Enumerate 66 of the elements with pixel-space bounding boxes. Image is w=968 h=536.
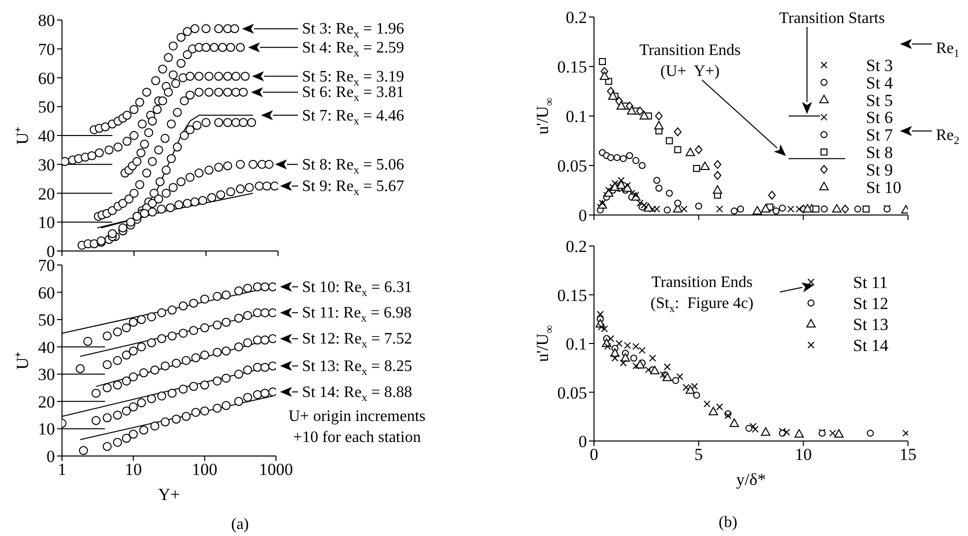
annotation: Transition Ends (U+ Y+) — [639, 42, 741, 80]
y-tick-label: 30 — [38, 155, 55, 174]
y-tick-label: 60 — [38, 283, 55, 302]
y-tick-label: 70 — [38, 256, 55, 276]
text: St 12: Re$_{x}$ = 7.52 — [302, 330, 412, 351]
legend-label: St 10 — [866, 177, 902, 196]
legend-label: St 9 — [866, 160, 893, 179]
y-tick-label: 0.1 — [566, 107, 587, 126]
y-axis-title: U⁺ — [12, 351, 32, 370]
y-tick-label: 10 — [38, 420, 55, 439]
y-tick-label: 20 — [38, 392, 55, 412]
legend-label: St 6 — [866, 108, 893, 127]
x-tick-label: 10 — [124, 460, 142, 480]
x-tick-label: 1 — [58, 460, 66, 480]
text: St 4: Re$_{x}$ = 2.59 — [302, 38, 404, 60]
legend-label: St 3 — [866, 56, 893, 74]
text: St 7: Re$_{x}$ = 4.46 — [302, 106, 404, 128]
y-tick-label: 50 — [38, 98, 55, 117]
y-tick-label: 20 — [38, 184, 55, 204]
text: St 14: Re$_{x}$ = 8.88 — [302, 383, 412, 404]
x-axis-title: y/δ* — [736, 470, 766, 488]
legend-label: St 14 — [853, 336, 889, 354]
text: Re$_{2}$ — [936, 126, 960, 147]
legend-label: St 8 — [866, 142, 893, 162]
annotation: Transition Ends (St$_{x}$: Figure 4c) — [650, 274, 754, 315]
y-tick-label: 0.05 — [557, 156, 587, 176]
legend-label: St 4 — [866, 72, 894, 92]
legend-label: St 11 — [853, 272, 888, 292]
y-tick-label: 0.15 — [557, 286, 587, 305]
text: (a) — [231, 516, 249, 532]
y-tick-label: 50 — [38, 310, 55, 330]
y-tick-label: 0.2 — [566, 237, 587, 256]
text: U+ origin increments +10 for each station — [288, 408, 426, 446]
y-tick-label: 0 — [578, 432, 587, 452]
y-tick-label: 0 — [578, 206, 587, 226]
x-axis-title: Y+ — [158, 484, 180, 504]
legend-label: St 7 — [866, 125, 894, 144]
legend-label: St 13 — [853, 314, 888, 334]
y-axis-title: U⁺ — [12, 126, 32, 145]
x-tick-label: 10 — [794, 445, 812, 464]
text: St 8: Re$_{x}$ = 5.06 — [302, 156, 404, 176]
y-tick-label: 0.15 — [557, 58, 587, 77]
text: St 3: Re$_{x}$ = 1.96 — [302, 20, 404, 41]
y-tick-label: 60 — [38, 68, 55, 88]
x-tick-label: 5 — [694, 445, 703, 464]
text: St 11: Re$_{x}$ = 6.98 — [302, 304, 412, 325]
text: (b) — [718, 514, 738, 530]
legend-label: St 12 — [853, 294, 888, 312]
x-tick-label: 100 — [192, 460, 218, 480]
x-tick-label: 1000 — [259, 460, 293, 480]
y-tick-label: 0.1 — [566, 334, 587, 354]
annotation: Transition Starts — [779, 10, 885, 26]
y-tick-label: 10 — [38, 213, 55, 232]
text: St 10: Re$_{x}$ = 6.31 — [302, 278, 412, 299]
text: St 13: Re$_{x}$ = 8.25 — [302, 357, 412, 378]
text: Re$_{1}$ — [936, 40, 960, 60]
y-tick-label: 0.05 — [557, 383, 587, 402]
y-tick-label: 30 — [38, 365, 55, 384]
y-tick-label: 40 — [38, 338, 55, 357]
y-tick-label: 0.2 — [566, 8, 587, 28]
y-tick-label: 40 — [38, 126, 55, 146]
y-tick-label: 70 — [38, 40, 55, 59]
y-tick-label: 80 — [38, 11, 55, 30]
text: St 9: Re$_{x}$ = 5.67 — [302, 178, 404, 198]
x-tick-label: 15 — [900, 445, 916, 464]
legend-label: St 5 — [866, 90, 893, 110]
